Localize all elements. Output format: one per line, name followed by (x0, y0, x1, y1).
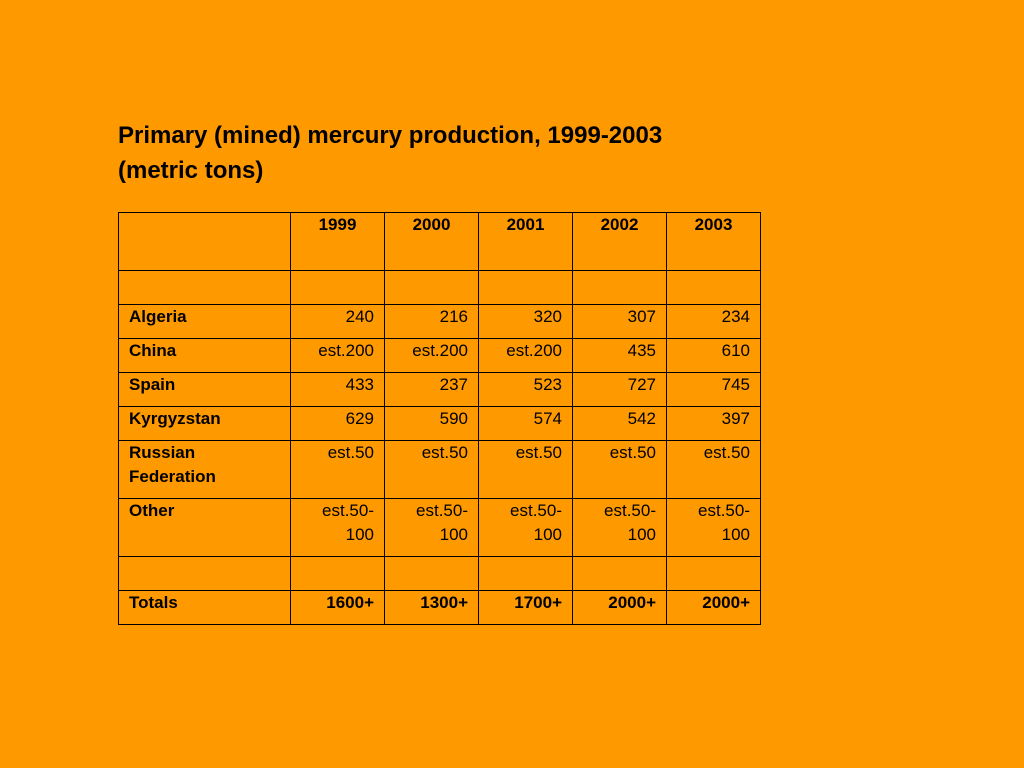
table-row-kyrgyzstan: Kyrgyzstan 629 590 574 542 397 (118, 406, 761, 441)
value-cell: est.50 (384, 440, 479, 499)
value-cell: 320 (478, 304, 573, 339)
value-cell: 240 (290, 304, 385, 339)
value-cell: 435 (572, 338, 667, 373)
value-cell: 234 (666, 304, 761, 339)
value-cell: est.200 (290, 338, 385, 373)
empty-cell (290, 270, 385, 305)
value-cell: 216 (384, 304, 479, 339)
year-header-2000: 2000 (384, 212, 479, 271)
total-value-cell: 1300+ (384, 590, 479, 625)
year-header-2002: 2002 (572, 212, 667, 271)
value-cell: 574 (478, 406, 573, 441)
empty-cell (118, 270, 291, 305)
table-row-spain: Spain 433 237 523 727 745 (118, 372, 761, 407)
country-cell: Russian Federation (118, 440, 291, 499)
value-cell: 237 (384, 372, 479, 407)
empty-row (118, 556, 761, 591)
title-line-2: (metric tons) (118, 157, 264, 184)
country-cell: Other (118, 498, 291, 557)
value-cell: est.200 (384, 338, 479, 373)
mercury-production-table: 1999 2000 2001 2002 2003 Algeria 240 216… (118, 212, 761, 625)
value-cell: est.50-100 (572, 498, 667, 557)
total-value-cell: 1600+ (290, 590, 385, 625)
value-cell: est.50-100 (384, 498, 479, 557)
year-header-2001: 2001 (478, 212, 573, 271)
country-cell: Kyrgyzstan (118, 406, 291, 441)
total-value-cell: 1700+ (478, 590, 573, 625)
value-cell: 307 (572, 304, 667, 339)
year-header-1999: 1999 (290, 212, 385, 271)
value-cell: est.50 (478, 440, 573, 499)
country-cell: Algeria (118, 304, 291, 339)
table-row-algeria: Algeria 240 216 320 307 234 (118, 304, 761, 339)
value-cell: est.200 (478, 338, 573, 373)
country-cell: Spain (118, 372, 291, 407)
empty-cell (666, 270, 761, 305)
value-cell: 523 (478, 372, 573, 407)
totals-label-cell: Totals (118, 590, 291, 625)
empty-cell (666, 556, 761, 591)
value-cell: 629 (290, 406, 385, 441)
value-cell: 397 (666, 406, 761, 441)
table-row-china: China est.200 est.200 est.200 435 610 (118, 338, 761, 373)
value-cell: 542 (572, 406, 667, 441)
empty-cell (478, 270, 573, 305)
empty-cell (572, 270, 667, 305)
empty-cell (384, 556, 479, 591)
table-row-totals: Totals 1600+ 1300+ 1700+ 2000+ 2000+ (118, 590, 761, 625)
empty-cell (290, 556, 385, 591)
title-line-1: Primary (mined) mercury production, 1999… (118, 122, 663, 149)
total-value-cell: 2000+ (666, 590, 761, 625)
slide-title: Primary (mined) mercury production, 1999… (118, 118, 818, 188)
value-cell: 745 (666, 372, 761, 407)
empty-cell (572, 556, 667, 591)
table-row-russian-federation: Russian Federation est.50 est.50 est.50 … (118, 440, 761, 499)
value-cell: est.50-100 (666, 498, 761, 557)
empty-cell (384, 270, 479, 305)
value-cell: est.50-100 (290, 498, 385, 557)
year-header-2003: 2003 (666, 212, 761, 271)
empty-cell (118, 556, 291, 591)
table-header-row: 1999 2000 2001 2002 2003 (118, 212, 761, 271)
value-cell: est.50 (666, 440, 761, 499)
value-cell: est.50 (572, 440, 667, 499)
empty-cell (478, 556, 573, 591)
value-cell: est.50-100 (478, 498, 573, 557)
corner-cell (118, 212, 291, 271)
value-cell: 433 (290, 372, 385, 407)
value-cell: 610 (666, 338, 761, 373)
value-cell: 727 (572, 372, 667, 407)
country-cell: China (118, 338, 291, 373)
value-cell: est.50 (290, 440, 385, 499)
value-cell: 590 (384, 406, 479, 441)
total-value-cell: 2000+ (572, 590, 667, 625)
table-row-other: Other est.50-100 est.50-100 est.50-100 e… (118, 498, 761, 557)
empty-row (118, 270, 761, 305)
